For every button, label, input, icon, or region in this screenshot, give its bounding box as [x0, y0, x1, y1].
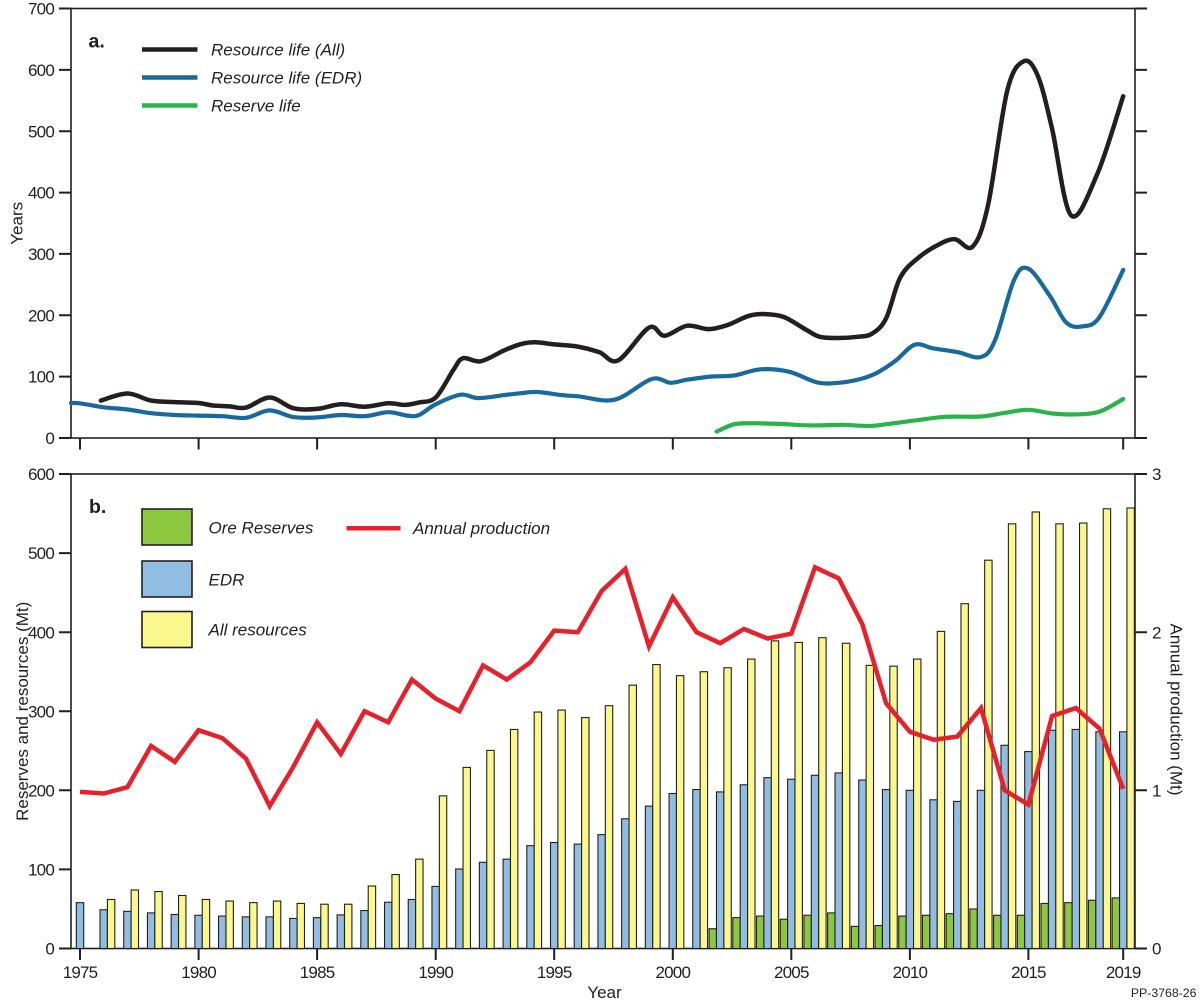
svg-text:500: 500	[28, 544, 54, 563]
svg-text:b.: b.	[89, 496, 106, 518]
svg-text:PP-3768-26: PP-3768-26	[1131, 986, 1197, 1000]
svg-text:Reserve life: Reserve life	[211, 97, 301, 116]
svg-text:100: 100	[28, 861, 54, 880]
svg-text:Annual production: Annual production	[412, 519, 550, 538]
svg-text:Years: Years	[8, 202, 27, 245]
svg-text:1975: 1975	[63, 963, 98, 982]
svg-text:Resource life (All): Resource life (All)	[211, 41, 345, 60]
svg-text:Ore Reserves: Ore Reserves	[209, 519, 314, 538]
svg-text:Annual production (Mt): Annual production (Mt)	[1167, 624, 1186, 796]
svg-text:1: 1	[1152, 781, 1161, 800]
svg-text:EDR: EDR	[209, 571, 245, 590]
svg-text:2015: 2015	[1011, 963, 1046, 982]
svg-text:300: 300	[28, 245, 54, 264]
svg-text:Reserves and resources (Mt): Reserves and resources (Mt)	[13, 602, 32, 821]
svg-text:1990: 1990	[418, 963, 453, 982]
svg-text:2: 2	[1152, 623, 1161, 642]
svg-text:2005: 2005	[774, 963, 809, 982]
svg-text:2000: 2000	[655, 963, 690, 982]
svg-text:0: 0	[45, 940, 54, 959]
svg-text:300: 300	[28, 702, 54, 721]
svg-text:3: 3	[1152, 465, 1161, 484]
svg-text:0: 0	[1152, 940, 1161, 959]
svg-text:2019: 2019	[1106, 963, 1141, 982]
svg-text:2010: 2010	[893, 963, 928, 982]
svg-text:1995: 1995	[537, 963, 572, 982]
svg-text:200: 200	[28, 306, 54, 325]
svg-text:1980: 1980	[181, 963, 216, 982]
svg-text:700: 700	[28, 0, 54, 19]
svg-text:200: 200	[28, 781, 54, 800]
svg-text:Year: Year	[587, 983, 622, 1002]
svg-text:Resource life (EDR): Resource life (EDR)	[211, 69, 362, 88]
svg-text:500: 500	[28, 122, 54, 141]
svg-text:600: 600	[28, 465, 54, 484]
svg-text:1985: 1985	[300, 963, 335, 982]
svg-text:All resources: All resources	[208, 621, 308, 640]
svg-text:400: 400	[28, 184, 54, 203]
svg-text:100: 100	[28, 368, 54, 387]
svg-text:a.: a.	[89, 31, 105, 53]
svg-text:400: 400	[28, 623, 54, 642]
svg-text:0: 0	[45, 429, 54, 448]
svg-text:600: 600	[28, 61, 54, 80]
